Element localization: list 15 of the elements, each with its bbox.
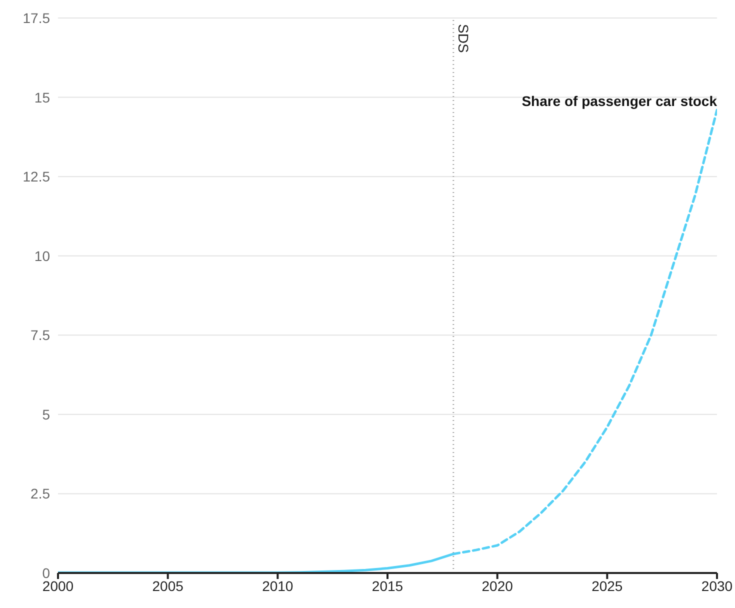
y-tick-label: 17.5	[22, 10, 50, 26]
y-tick-label: 10	[34, 248, 50, 264]
x-tick-label: 2030	[701, 578, 733, 594]
series-label: Share of passenger car stock	[522, 92, 718, 109]
x-tick-label: 2025	[592, 578, 623, 594]
y-tick-label: 5	[42, 406, 50, 422]
y-tick-label: 12.5	[22, 168, 50, 185]
x-tick-label: 2010	[262, 578, 294, 594]
x-tick-label: 2005	[152, 578, 184, 594]
x-tick-label: 2020	[482, 578, 514, 594]
y-tick-label: 15	[34, 89, 50, 106]
y-tick-label: 2.5	[30, 486, 50, 502]
x-tick-label: 2015	[372, 578, 404, 594]
y-tick-label: 7.5	[30, 327, 50, 344]
ref-line-label: SDS	[455, 24, 472, 53]
